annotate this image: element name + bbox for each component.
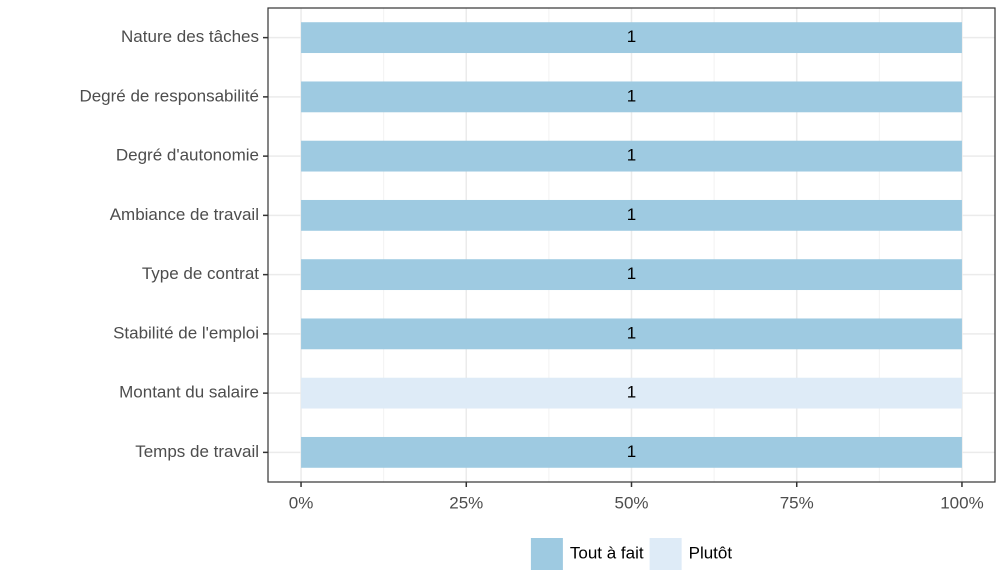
x-tick-label: 0% (289, 493, 314, 512)
data-label: 1 (627, 383, 636, 402)
y-tick-label: Montant du salaire (119, 383, 259, 402)
data-label: 1 (627, 323, 636, 342)
y-tick-label: Temps de travail (135, 442, 259, 461)
y-tick-label: Stabilité de l'emploi (113, 323, 259, 342)
legend-swatch (649, 538, 682, 570)
y-tick-label: Nature des tâches (121, 27, 259, 46)
x-tick-label: 25% (449, 493, 483, 512)
bar (301, 199, 962, 231)
data-label: 1 (627, 146, 636, 165)
bar (301, 377, 962, 409)
y-tick-label: Degré de responsabilité (79, 86, 259, 105)
y-tick-label: Ambiance de travail (110, 205, 259, 224)
y-tick-label: Type de contrat (142, 264, 259, 283)
legend-label: Plutôt (689, 543, 733, 562)
data-label: 1 (627, 86, 636, 105)
data-label: 1 (627, 205, 636, 224)
x-tick-label: 50% (614, 493, 648, 512)
data-label: 1 (627, 264, 636, 283)
legend-swatch (530, 538, 563, 570)
y-tick-label: Degré d'autonomie (116, 146, 259, 165)
bar (301, 318, 962, 350)
data-label: 1 (627, 442, 636, 461)
bar (301, 140, 962, 172)
legend-label: Tout à fait (570, 543, 644, 562)
x-tick-label: 75% (780, 493, 814, 512)
data-label: 1 (627, 27, 636, 46)
bar (301, 22, 962, 54)
bar (301, 259, 962, 291)
bar (301, 81, 962, 113)
x-tick-label: 100% (940, 493, 983, 512)
bar (301, 436, 962, 468)
